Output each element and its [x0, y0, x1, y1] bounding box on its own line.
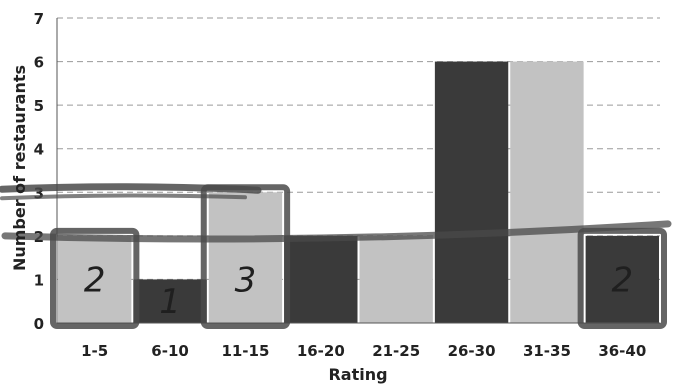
bar-1-5 [58, 235, 132, 323]
x-tick-labels: 1-5 6-10 11-15 16-20 21-25 26-30 31-35 36-40 [81, 342, 646, 360]
bar-31-35 [510, 61, 584, 323]
x-tick-label: 1-5 [81, 342, 108, 360]
bars [58, 61, 659, 323]
annotation-6-10: 1 [159, 282, 181, 322]
annotation-1-5: 2 [84, 260, 106, 300]
y-tick-label: 1 [34, 271, 44, 289]
y-tick-label: 5 [34, 97, 44, 115]
x-tick-label: 11-15 [221, 342, 269, 360]
y-axis-title: Number of restaurants [10, 65, 29, 271]
highlight-box-36-40 [577, 227, 667, 330]
hand-drawn-annotations: 2 1 3 2 [84, 260, 633, 322]
bar-36-40 [585, 235, 659, 323]
axes [56, 18, 660, 324]
highlight-box-1-5 [50, 227, 140, 330]
annotation-11-15: 3 [235, 260, 257, 300]
bar-11-15 [208, 192, 283, 323]
x-tick-label: 31-35 [523, 342, 571, 360]
highlight-line-2 [1, 220, 672, 243]
y-tick-label: 3 [34, 184, 44, 202]
annotation-36-40: 2 [611, 260, 633, 300]
highlight-line-3b [0, 193, 247, 201]
y-tick-label: 7 [34, 10, 44, 28]
x-tick-label: 36-40 [598, 342, 646, 360]
y-tick-label: 0 [34, 315, 44, 333]
x-tick-label: 6-10 [151, 342, 189, 360]
y-tick-label: 6 [34, 54, 44, 72]
bar-6-10 [133, 279, 207, 323]
x-tick-label: 26-30 [448, 342, 496, 360]
bar-26-30 [434, 61, 509, 323]
y-tick-label: 4 [34, 141, 44, 159]
x-tick-label: 21-25 [372, 342, 420, 360]
x-tick-label: 16-20 [297, 342, 345, 360]
bar-16-20 [284, 235, 358, 323]
x-axis-title: Rating [328, 365, 387, 384]
highlight-box-11-15 [200, 184, 291, 329]
bar-21-25 [359, 235, 433, 323]
hand-drawn-highlights [0, 183, 672, 330]
